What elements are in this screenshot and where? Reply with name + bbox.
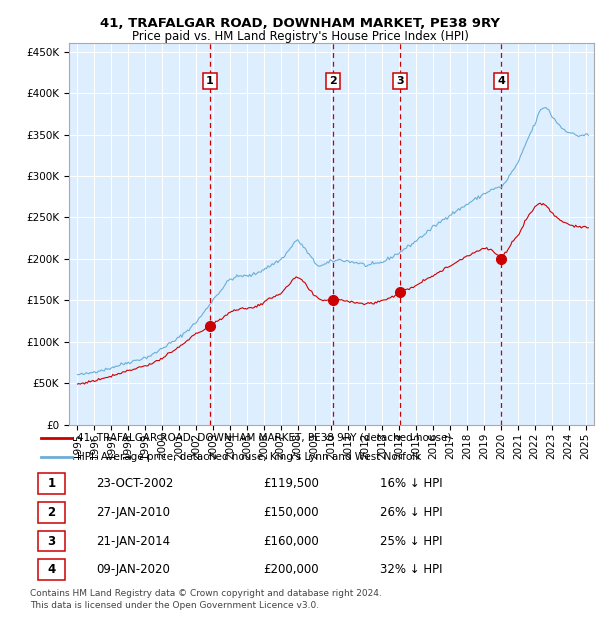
Text: 2: 2 xyxy=(329,76,337,86)
FancyBboxPatch shape xyxy=(38,531,65,551)
Text: 3: 3 xyxy=(396,76,404,86)
Text: 1: 1 xyxy=(206,76,214,86)
Text: £200,000: £200,000 xyxy=(263,563,319,576)
Text: 25% ↓ HPI: 25% ↓ HPI xyxy=(380,534,442,547)
Text: 1: 1 xyxy=(47,477,56,490)
FancyBboxPatch shape xyxy=(38,502,65,523)
Text: 3: 3 xyxy=(47,534,56,547)
Text: 2: 2 xyxy=(47,506,56,519)
Text: 4: 4 xyxy=(497,76,505,86)
Text: 41, TRAFALGAR ROAD, DOWNHAM MARKET, PE38 9RY: 41, TRAFALGAR ROAD, DOWNHAM MARKET, PE38… xyxy=(100,17,500,30)
FancyBboxPatch shape xyxy=(38,473,65,494)
Text: 4: 4 xyxy=(47,563,56,576)
Text: 32% ↓ HPI: 32% ↓ HPI xyxy=(380,563,442,576)
Text: 09-JAN-2020: 09-JAN-2020 xyxy=(97,563,170,576)
Text: £119,500: £119,500 xyxy=(263,477,319,490)
Text: 16% ↓ HPI: 16% ↓ HPI xyxy=(380,477,442,490)
Text: Price paid vs. HM Land Registry's House Price Index (HPI): Price paid vs. HM Land Registry's House … xyxy=(131,30,469,43)
Text: Contains HM Land Registry data © Crown copyright and database right 2024.: Contains HM Land Registry data © Crown c… xyxy=(30,589,382,598)
Text: 21-JAN-2014: 21-JAN-2014 xyxy=(97,534,171,547)
Text: This data is licensed under the Open Government Licence v3.0.: This data is licensed under the Open Gov… xyxy=(30,601,319,611)
Text: 26% ↓ HPI: 26% ↓ HPI xyxy=(380,506,442,519)
Text: 27-JAN-2010: 27-JAN-2010 xyxy=(97,506,170,519)
Text: HPI: Average price, detached house, King's Lynn and West Norfolk: HPI: Average price, detached house, King… xyxy=(77,452,422,462)
Text: £150,000: £150,000 xyxy=(263,506,319,519)
FancyBboxPatch shape xyxy=(38,559,65,580)
Text: 23-OCT-2002: 23-OCT-2002 xyxy=(97,477,174,490)
Text: £160,000: £160,000 xyxy=(263,534,319,547)
Text: 41, TRAFALGAR ROAD, DOWNHAM MARKET, PE38 9RY (detached house): 41, TRAFALGAR ROAD, DOWNHAM MARKET, PE38… xyxy=(77,433,452,443)
